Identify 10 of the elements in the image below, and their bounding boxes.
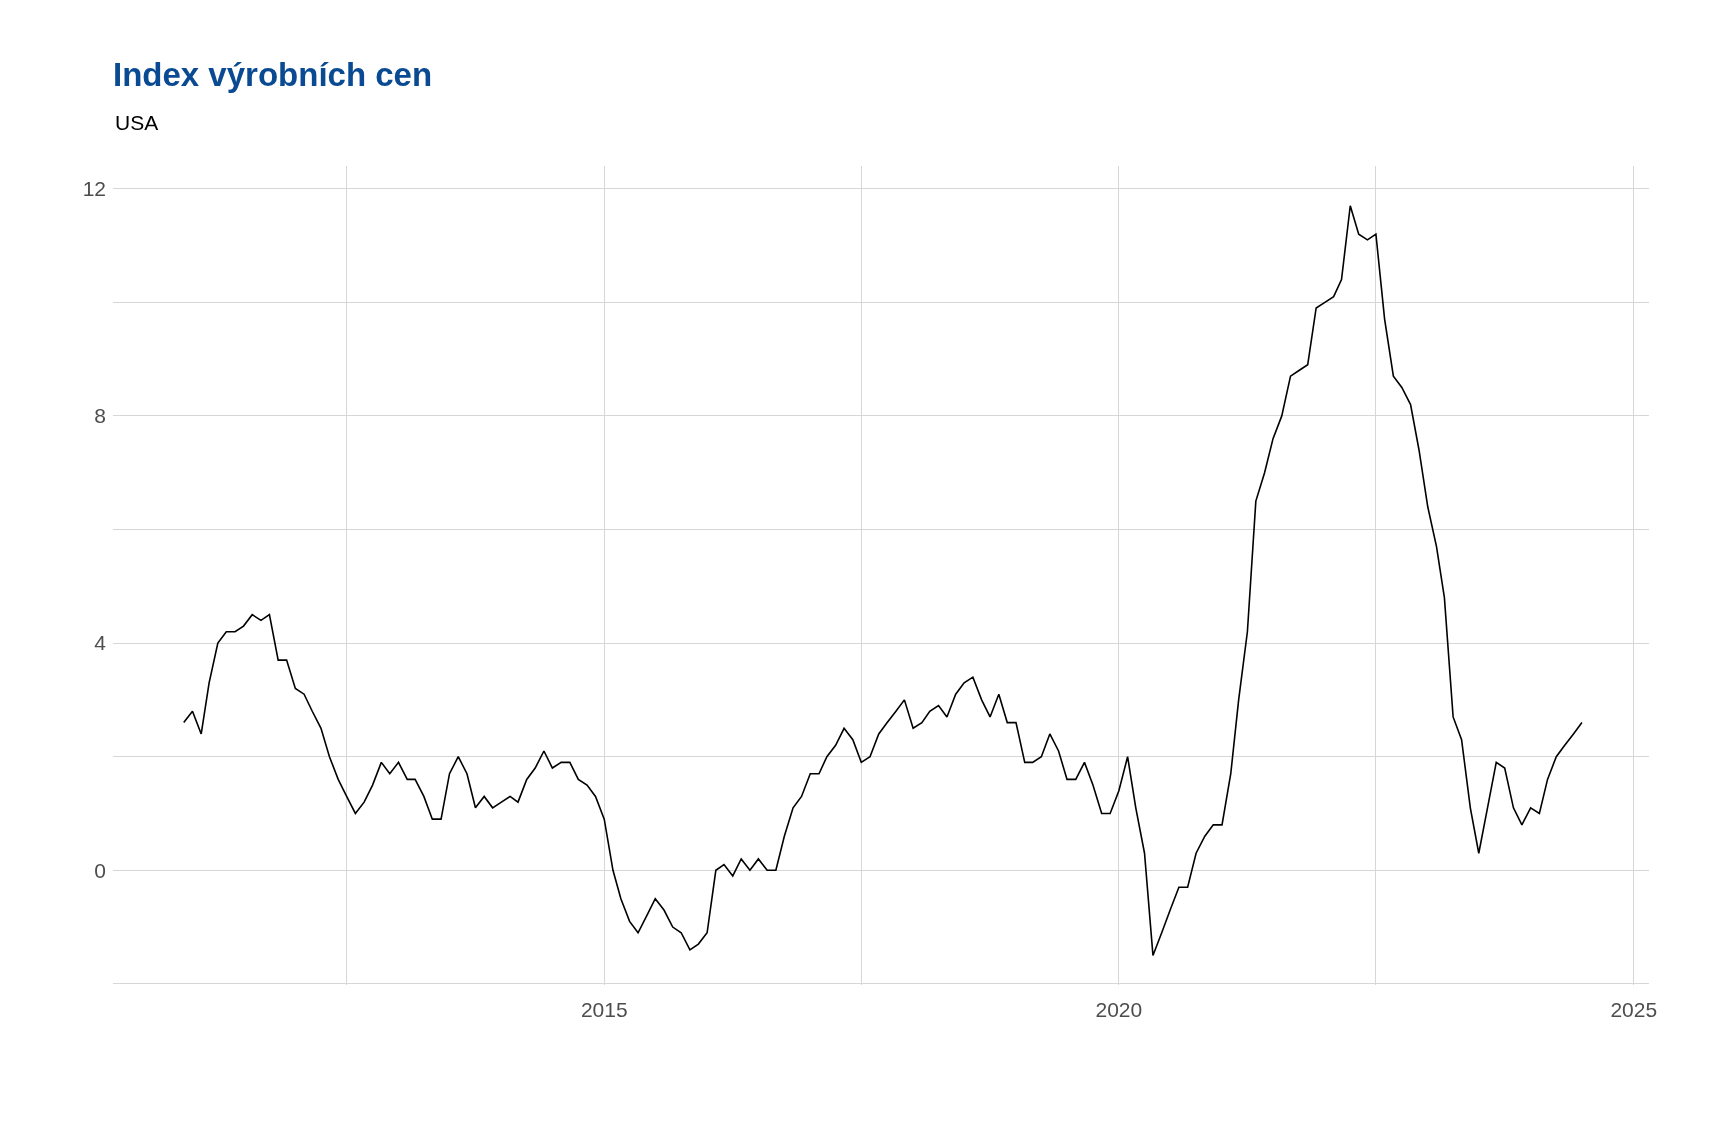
chart-title: Index výrobních cen — [113, 55, 433, 93]
y-tick-label: 4 — [94, 631, 107, 655]
chart-subtitle: USA — [115, 111, 159, 134]
x-tick-label: 2025 — [1610, 998, 1658, 1021]
line-series — [182, 204, 1583, 957]
x-tick-label: 2015 — [580, 998, 628, 1021]
y-tick-label: 12 — [82, 177, 106, 201]
y-tick-label: 0 — [94, 858, 106, 882]
y-tick-label: 8 — [94, 404, 106, 428]
x-tick-label: 2020 — [1095, 998, 1143, 1021]
